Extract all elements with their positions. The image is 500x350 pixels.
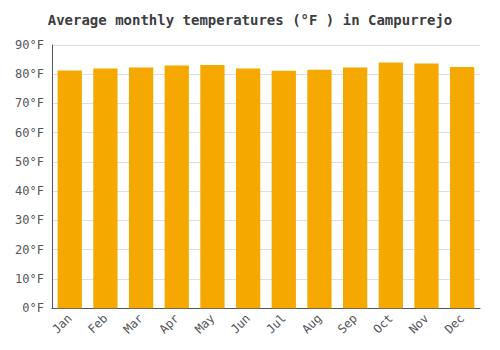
svg-text:Average monthly temperatures (: Average monthly temperatures (°F ) in Ca… [48, 12, 453, 28]
svg-text:May: May [192, 311, 217, 336]
svg-text:Jul: Jul [264, 311, 289, 336]
svg-text:80°F: 80°F [15, 67, 44, 81]
svg-text:Sep: Sep [335, 311, 360, 336]
svg-text:50°F: 50°F [15, 155, 44, 169]
svg-text:10°F: 10°F [15, 272, 44, 286]
svg-text:Nov: Nov [406, 311, 431, 336]
svg-text:40°F: 40°F [15, 184, 44, 198]
svg-text:60°F: 60°F [15, 126, 44, 140]
svg-text:Jun: Jun [228, 311, 253, 336]
svg-text:Mar: Mar [121, 311, 146, 336]
svg-text:Jan: Jan [49, 311, 74, 336]
svg-text:30°F: 30°F [15, 213, 44, 227]
svg-text:Aug: Aug [299, 311, 324, 336]
svg-text:90°F: 90°F [15, 38, 44, 52]
svg-text:0°F: 0°F [22, 301, 44, 315]
svg-text:Apr: Apr [156, 311, 181, 336]
svg-text:20°F: 20°F [15, 243, 44, 257]
svg-text:Oct: Oct [371, 311, 396, 336]
svg-text:Feb: Feb [85, 311, 110, 336]
svg-text:70°F: 70°F [15, 96, 44, 110]
svg-text:Dec: Dec [442, 311, 467, 336]
